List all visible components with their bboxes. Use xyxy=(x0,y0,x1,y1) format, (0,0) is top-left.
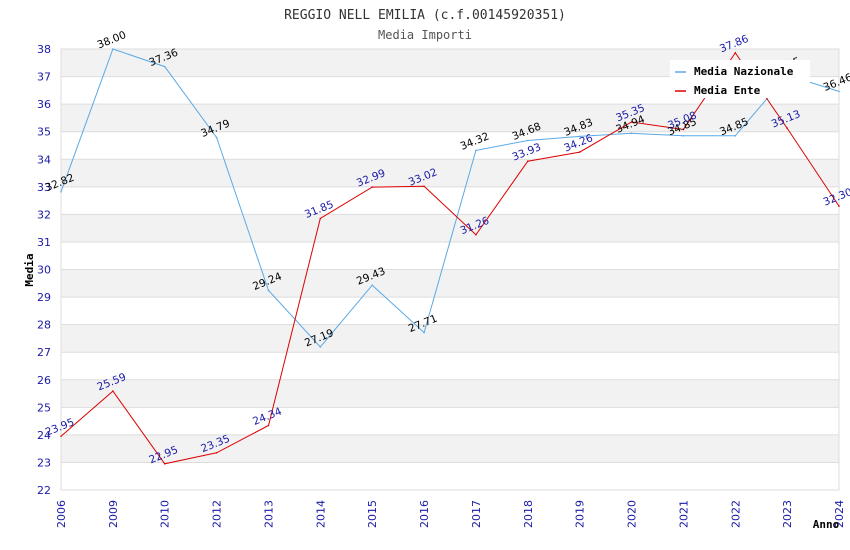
data-point xyxy=(630,121,633,123)
data-point xyxy=(682,135,685,137)
y-tick-label: 24 xyxy=(37,429,51,442)
x-tick-label: 2024 xyxy=(833,500,846,528)
y-tick-label: 29 xyxy=(37,291,51,304)
x-tick-label: 2014 xyxy=(314,500,327,528)
data-point xyxy=(60,190,62,193)
y-tick-label: 33 xyxy=(37,181,51,194)
data-point xyxy=(838,90,840,93)
data-point xyxy=(423,185,425,188)
plot-border xyxy=(60,48,840,491)
grid-band xyxy=(61,159,839,187)
y-tick-label: 38 xyxy=(37,43,51,56)
grid-band xyxy=(61,186,839,215)
x-tick-label: 2012 xyxy=(211,500,224,528)
y-tick-label: 23 xyxy=(37,456,51,469)
y-axis-ticks: 22 23 24 25 26 27 28 29 30 31 32 33 34 35 36 37 38 xyxy=(37,43,51,497)
data-point xyxy=(475,149,477,152)
data-point xyxy=(215,451,218,454)
x-axis-label: Anno xyxy=(813,518,840,531)
grid-band xyxy=(61,324,839,353)
data-point xyxy=(267,424,270,427)
grid-band xyxy=(61,407,839,435)
data-point xyxy=(527,139,529,142)
x-tick-label: 2010 xyxy=(159,500,172,528)
data-point xyxy=(630,132,633,135)
y-tick-label: 28 xyxy=(37,319,51,332)
series-line-media-nazionale xyxy=(60,48,840,348)
data-point xyxy=(838,205,840,207)
data-point xyxy=(578,151,581,153)
x-tick-label: 2020 xyxy=(626,500,639,528)
data-point xyxy=(319,217,322,220)
x-tick-label: 2013 xyxy=(262,500,275,528)
data-point xyxy=(267,289,270,292)
data-point xyxy=(527,160,529,162)
grid-band xyxy=(61,352,839,380)
data-point xyxy=(423,331,425,334)
y-tick-label: 32 xyxy=(37,208,51,221)
data-point xyxy=(60,435,62,438)
x-tick-label: 2022 xyxy=(729,500,742,528)
y-tick-label: 37 xyxy=(37,71,51,84)
grid-band xyxy=(61,379,839,408)
x-tick-label: 2009 xyxy=(107,500,120,528)
x-tick-label: 2017 xyxy=(470,500,483,528)
x-tick-label: 2021 xyxy=(677,500,690,528)
y-tick-label: 26 xyxy=(37,374,51,387)
data-point xyxy=(371,186,374,188)
legend-label-media-ente: Media Ente xyxy=(694,84,761,97)
chart-title: REGGIO NELL EMILIA (c.f.00145920351) xyxy=(284,8,566,23)
grid-band xyxy=(61,241,839,270)
data-point xyxy=(163,65,166,68)
chart-subtitle: Media Importi xyxy=(378,28,472,42)
data-point xyxy=(112,48,114,50)
grid-band xyxy=(61,434,839,463)
data-point xyxy=(786,127,788,129)
x-tick-label: 2019 xyxy=(574,500,587,528)
data-point xyxy=(682,128,685,131)
data-point xyxy=(163,463,166,465)
grid-band xyxy=(61,214,839,242)
data-point xyxy=(734,52,737,54)
y-tick-label: 27 xyxy=(37,346,51,359)
x-tick-label: 2018 xyxy=(522,500,535,528)
legend-label-media-nazionale: Media Nazionale xyxy=(694,65,794,78)
data-point xyxy=(112,390,114,392)
grid-bands xyxy=(61,49,839,490)
x-tick-label: 2023 xyxy=(781,500,794,528)
y-tick-label: 35 xyxy=(37,126,51,139)
y-tick-label: 31 xyxy=(37,236,51,249)
x-axis-ticks: 2006 2009 2010 2012 2013 2014 2015 2016 2017 2018… xyxy=(55,500,846,528)
data-label: 38.00 xyxy=(96,29,128,51)
grid-band xyxy=(61,269,839,298)
data-point xyxy=(475,233,477,236)
legend: Media Nazionale Media Ente xyxy=(670,60,810,98)
x-tick-label: 2006 xyxy=(55,500,68,528)
data-point xyxy=(578,135,581,138)
x-tick-label: 2016 xyxy=(418,500,431,528)
y-tick-label: 36 xyxy=(37,98,51,111)
y-tick-label: 34 xyxy=(37,153,51,166)
legend-box xyxy=(670,60,810,98)
y-tick-label: 22 xyxy=(37,484,51,497)
y-axis-label: Media xyxy=(23,253,36,286)
grid-band xyxy=(61,462,839,490)
grid-band xyxy=(61,104,839,132)
data-point xyxy=(371,284,374,287)
data-point xyxy=(215,136,218,139)
grid-band xyxy=(61,297,839,325)
data-point xyxy=(734,135,737,137)
gridlines xyxy=(60,48,840,491)
x-tick-label: 2015 xyxy=(366,500,379,528)
y-tick-label: 25 xyxy=(37,401,51,414)
y-tick-label: 30 xyxy=(37,264,51,277)
data-point xyxy=(319,346,322,348)
